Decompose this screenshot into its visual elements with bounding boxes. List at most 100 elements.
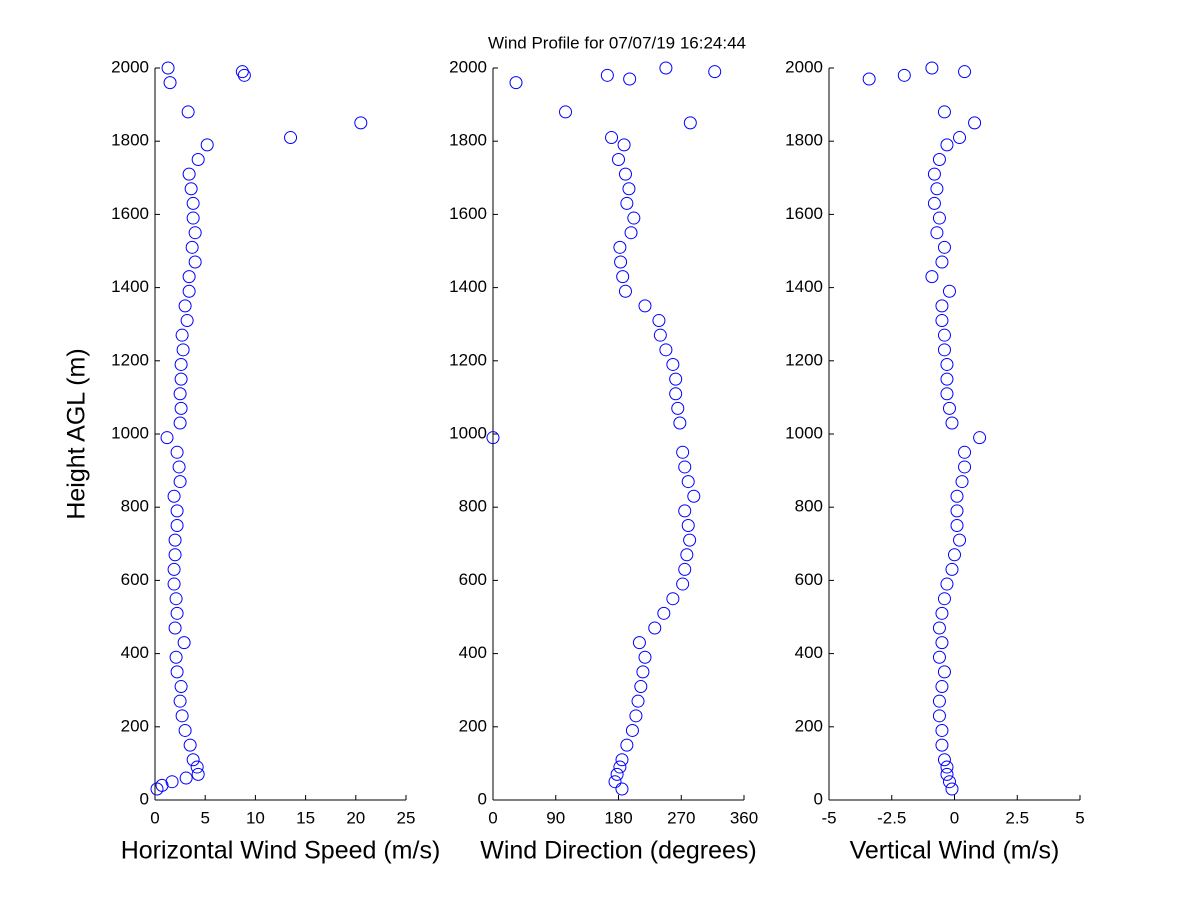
y-tick-label: 0 bbox=[478, 789, 487, 808]
point bbox=[175, 328, 189, 342]
point bbox=[930, 182, 944, 196]
point bbox=[955, 475, 969, 489]
point bbox=[958, 445, 972, 459]
point bbox=[634, 680, 648, 694]
point bbox=[940, 372, 954, 386]
point bbox=[509, 76, 523, 90]
point bbox=[174, 680, 188, 694]
point bbox=[678, 504, 692, 518]
y-tick-label: 1800 bbox=[449, 131, 487, 150]
x-tick-label: 360 bbox=[730, 808, 758, 827]
point bbox=[631, 694, 645, 708]
point bbox=[615, 782, 629, 796]
point bbox=[616, 270, 630, 284]
point bbox=[237, 68, 251, 82]
point bbox=[612, 153, 625, 166]
point bbox=[937, 343, 951, 357]
point bbox=[608, 775, 622, 789]
point bbox=[627, 211, 641, 225]
x-tick-label: 5 bbox=[1075, 808, 1084, 827]
point bbox=[683, 533, 697, 547]
y-tick-label: 2000 bbox=[111, 57, 149, 76]
point bbox=[620, 738, 634, 752]
point bbox=[935, 255, 949, 269]
point bbox=[678, 562, 692, 576]
point bbox=[937, 592, 951, 606]
point bbox=[937, 105, 951, 119]
point bbox=[176, 343, 190, 357]
point bbox=[168, 621, 182, 635]
point bbox=[284, 131, 298, 145]
y-tick-label: 1800 bbox=[785, 131, 823, 150]
point bbox=[937, 240, 951, 254]
y-tick-label: 600 bbox=[121, 570, 149, 589]
point bbox=[935, 606, 949, 620]
x-tick-label: -5 bbox=[821, 808, 836, 827]
point bbox=[161, 61, 175, 75]
point bbox=[680, 548, 694, 562]
point bbox=[958, 460, 972, 474]
y-tick-label: 800 bbox=[121, 497, 149, 516]
x-tick-label: 20 bbox=[346, 808, 365, 827]
point bbox=[681, 519, 695, 532]
point bbox=[676, 445, 690, 459]
point bbox=[170, 519, 184, 532]
x-tick-label: 0 bbox=[950, 808, 959, 827]
x-axis-label: Horizontal Wind Speed (m/s) bbox=[121, 837, 441, 865]
y-tick-label: 600 bbox=[459, 570, 487, 589]
x-tick-label: 15 bbox=[296, 808, 315, 827]
point bbox=[927, 196, 941, 210]
y-tick-label: 0 bbox=[814, 789, 823, 808]
y-tick-label: 200 bbox=[459, 716, 487, 735]
point bbox=[235, 65, 249, 79]
point bbox=[678, 460, 692, 474]
y-tick-label: 400 bbox=[121, 643, 149, 662]
x-tick-label: 5 bbox=[200, 808, 209, 827]
point bbox=[937, 665, 951, 679]
point bbox=[354, 116, 368, 130]
point bbox=[623, 72, 637, 86]
point bbox=[940, 760, 954, 774]
point bbox=[170, 665, 184, 679]
y-axis-label: Height AGL (m) bbox=[63, 348, 91, 519]
point bbox=[708, 65, 722, 79]
y-tick-label: 1600 bbox=[111, 204, 149, 223]
y-tick-label: 800 bbox=[459, 497, 487, 516]
point bbox=[175, 709, 189, 723]
point bbox=[188, 226, 202, 240]
point bbox=[945, 782, 959, 796]
point bbox=[200, 138, 214, 152]
y-tick-label: 0 bbox=[140, 789, 149, 808]
point bbox=[666, 592, 680, 606]
point bbox=[948, 548, 961, 562]
point bbox=[163, 76, 177, 90]
y-tick-label: 200 bbox=[795, 716, 823, 735]
point bbox=[932, 694, 946, 708]
point bbox=[168, 548, 182, 562]
point bbox=[610, 767, 624, 781]
y-tick-label: 1400 bbox=[111, 277, 149, 296]
point bbox=[173, 416, 187, 430]
point bbox=[638, 650, 652, 664]
point bbox=[945, 416, 959, 430]
point bbox=[953, 533, 967, 547]
y-tick-label: 600 bbox=[795, 570, 823, 589]
point bbox=[950, 504, 964, 518]
x-tick-label: 90 bbox=[546, 808, 565, 827]
point bbox=[613, 760, 627, 774]
point bbox=[620, 196, 634, 210]
y-tick-label: 1800 bbox=[111, 131, 149, 150]
point bbox=[614, 255, 628, 269]
point bbox=[925, 61, 939, 75]
point bbox=[486, 431, 500, 445]
point bbox=[935, 314, 949, 328]
point bbox=[683, 116, 697, 130]
y-tick-label: 1400 bbox=[449, 277, 487, 296]
point bbox=[174, 372, 188, 386]
point bbox=[953, 131, 967, 145]
point bbox=[958, 65, 972, 79]
figure-title: Wind Profile for 07/07/19 16:24:44 bbox=[488, 33, 746, 52]
point bbox=[669, 372, 683, 386]
point bbox=[618, 167, 632, 181]
